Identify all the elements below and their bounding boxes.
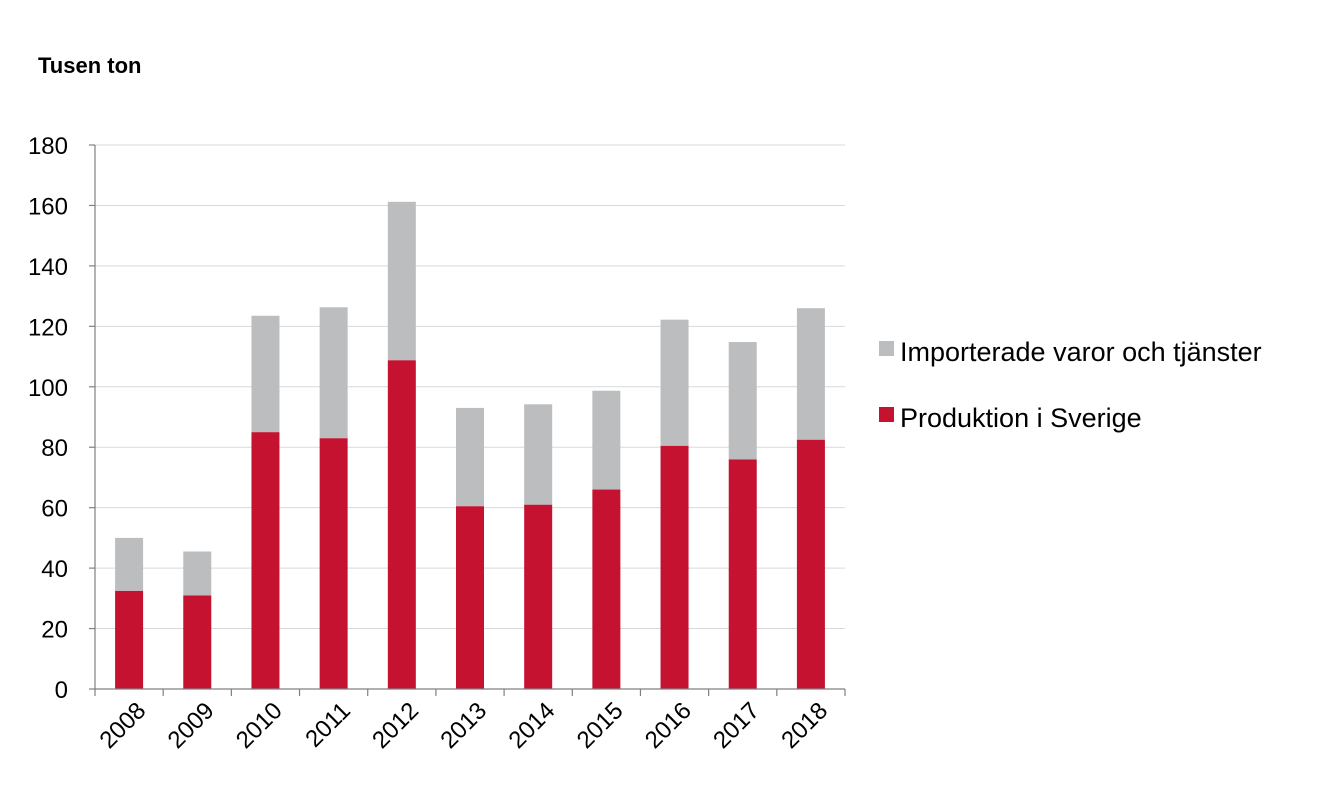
- legend-label-importerade: Importerade varor och tjänster: [900, 337, 1262, 367]
- y-tick-label: 80: [41, 435, 68, 462]
- x-tick-labels: 2008 2009 2010 2011 2012 2013 2014 2015 2016 2017…: [94, 697, 833, 754]
- bar-importerade-2015: [592, 390, 621, 490]
- x-tick-label: 2012: [367, 697, 424, 754]
- y-tick-label: 40: [41, 556, 68, 583]
- bar-importerade-2010: [251, 315, 280, 433]
- x-tick-label: 2018: [776, 697, 833, 754]
- grid-lines: [95, 144, 845, 630]
- y-tick-label: 120: [28, 314, 68, 341]
- bar-produktion-2009: [183, 595, 212, 689]
- x-tick-label: 2017: [708, 697, 765, 754]
- bar-produktion-2018: [796, 439, 825, 689]
- x-tick-label: 2008: [94, 697, 151, 754]
- legend-swatch-importerade: [879, 341, 894, 356]
- bar-importerade-2017: [728, 342, 757, 460]
- y-tick-label: 0: [55, 677, 68, 704]
- x-tick-label: 2016: [640, 697, 697, 754]
- x-tick-label: 2009: [163, 697, 220, 754]
- x-tick-label: 2014: [504, 697, 561, 754]
- bar-importerade-2016: [660, 319, 689, 446]
- bar-importerade-2012: [387, 201, 416, 361]
- bar-produktion-2012: [387, 360, 416, 689]
- legend-label-produktion: Produktion i Sverige: [900, 403, 1142, 433]
- x-tick-label: 2010: [231, 697, 288, 754]
- bar-importerade-2008: [115, 537, 144, 591]
- legend: Importerade varor och tjänster Produktion…: [879, 337, 1262, 433]
- bar-importerade-2018: [796, 308, 825, 440]
- bar-produktion-2014: [524, 504, 553, 689]
- bar-produktion-2008: [115, 590, 144, 689]
- bars: [115, 201, 825, 689]
- bar-importerade-2014: [524, 404, 553, 505]
- y-tick-label: 100: [28, 375, 68, 402]
- bar-importerade-2009: [183, 551, 212, 596]
- x-tick-label: 2015: [572, 697, 629, 754]
- x-tick-label: 2013: [435, 697, 492, 754]
- bar-produktion-2017: [728, 459, 757, 689]
- bar-produktion-2013: [456, 506, 484, 689]
- bar-produktion-2010: [251, 432, 280, 689]
- bar-produktion-2015: [592, 489, 621, 689]
- bar-importerade-2013: [456, 407, 484, 507]
- bar-importerade-2011: [319, 307, 348, 439]
- y-tick-label: 140: [28, 254, 68, 281]
- x-tick-label: 2011: [300, 697, 356, 753]
- legend-swatch-produktion: [879, 407, 894, 422]
- bar-produktion-2011: [319, 438, 348, 689]
- y-tick-labels: 0 20 40 60 80 100 120 140 160 180: [28, 133, 68, 704]
- bar-produktion-2016: [660, 445, 689, 689]
- y-tick-label: 160: [28, 193, 68, 220]
- axes: [89, 144, 846, 696]
- y-tick-label: 20: [41, 617, 68, 644]
- y-tick-label: 60: [41, 496, 68, 523]
- y-tick-label: 180: [28, 133, 68, 160]
- chart-title: Tusen ton: [38, 53, 141, 78]
